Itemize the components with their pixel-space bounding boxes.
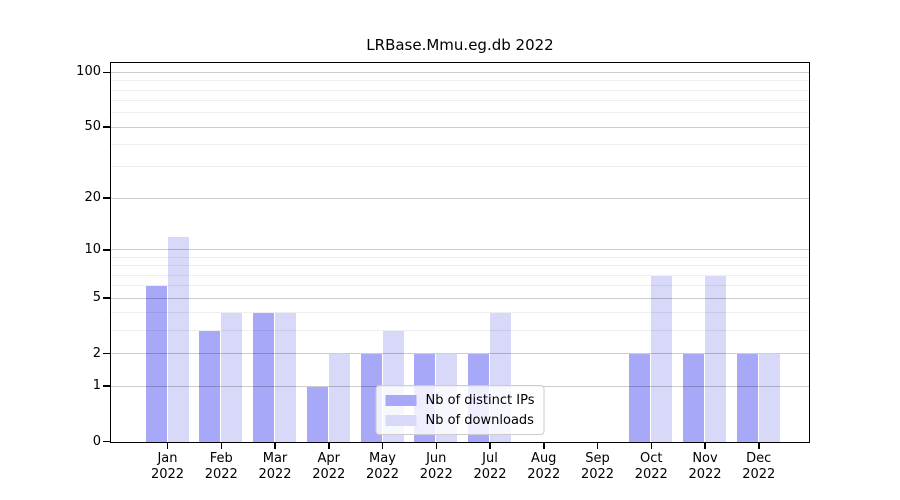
x-tick-label: Jan 2022 (150, 451, 185, 482)
legend-item-downloads: Nb of downloads (385, 412, 535, 428)
gridline-major (111, 353, 809, 355)
gridline-minor (111, 274, 809, 276)
y-tick-mark (103, 71, 110, 74)
x-tick-label: May 2022 (365, 451, 400, 482)
bar-distinct-ips (736, 354, 758, 442)
gridline-minor (111, 100, 809, 102)
y-tick-label: 50 (84, 119, 101, 135)
gridline-minor (111, 312, 809, 314)
gridline-major (111, 197, 809, 199)
bar-distinct-ips (145, 286, 167, 442)
x-tick-label: Mar 2022 (258, 451, 292, 482)
bar-downloads (328, 354, 350, 442)
x-tick-mark (274, 443, 276, 449)
bar-distinct-ips (306, 386, 328, 442)
legend-label-downloads: Nb of downloads (425, 412, 534, 428)
x-tick-mark (489, 443, 491, 449)
x-tick-mark (758, 443, 760, 449)
x-tick-label: Oct 2022 (634, 451, 668, 482)
bar-downloads (705, 275, 726, 442)
plot-area: Nb of distinct IPs Nb of downloads (110, 62, 810, 443)
legend-swatch-distinct-ips (385, 394, 417, 406)
x-tick-mark (650, 443, 652, 449)
y-tick-label: 1 (92, 378, 101, 394)
x-tick-mark (704, 443, 706, 449)
gridline-major (111, 126, 809, 128)
gridline-minor (111, 112, 809, 114)
y-tick-mark (103, 297, 110, 299)
x-tick-mark (220, 443, 222, 449)
bar-distinct-ips (199, 331, 221, 442)
y-tick-mark (103, 126, 110, 128)
y-tick-label: 5 (92, 290, 101, 306)
x-tick-label: Aug 2022 (527, 451, 561, 482)
legend-label-distinct-ips: Nb of distinct IPs (425, 392, 535, 408)
bar-distinct-ips (253, 313, 274, 442)
x-tick-mark (381, 443, 384, 449)
bar-downloads (221, 313, 243, 442)
y-tick-mark (103, 197, 110, 199)
x-tick-label: Feb 2022 (204, 451, 238, 482)
bar-downloads (651, 275, 673, 442)
bar-distinct-ips (629, 354, 651, 442)
legend-swatch-downloads (385, 414, 417, 426)
y-tick-label: 0 (92, 433, 101, 449)
y-tick-label: 100 (76, 64, 101, 80)
gridline-major (111, 71, 809, 73)
gridline-minor (111, 89, 809, 91)
gridline-minor (111, 330, 809, 332)
gridline-minor (111, 265, 809, 267)
legend: Nb of distinct IPs Nb of downloads (375, 385, 545, 435)
x-tick-mark (435, 443, 437, 449)
x-tick-mark (596, 443, 599, 449)
y-tick-mark (103, 440, 110, 443)
gridline-minor (111, 256, 809, 258)
y-tick-mark (103, 352, 110, 355)
x-tick-label: Nov 2022 (688, 451, 722, 482)
y-tick-label: 10 (84, 241, 101, 257)
bar-downloads (167, 236, 189, 442)
gridline-minor (111, 285, 809, 287)
gridline-minor (111, 166, 809, 168)
x-tick-label: Dec 2022 (742, 451, 776, 482)
gridline-minor (111, 80, 809, 82)
x-tick-label: Sep 2022 (580, 451, 615, 482)
bar-downloads (275, 313, 296, 442)
gridline-minor (111, 144, 809, 146)
y-tick-mark (103, 249, 110, 251)
x-tick-label: Jun 2022 (419, 451, 453, 482)
legend-item-distinct-ips: Nb of distinct IPs (385, 392, 535, 408)
bar-downloads (758, 354, 780, 442)
x-tick-mark (543, 443, 545, 449)
bar-distinct-ips (683, 354, 704, 442)
chart-title: LRBase.Mmu.eg.db 2022 (366, 36, 554, 54)
x-tick-label: Jul 2022 (473, 451, 507, 482)
x-tick-label: Apr 2022 (312, 451, 346, 482)
y-tick-label: 20 (84, 190, 101, 206)
y-tick-label: 2 (92, 345, 101, 361)
gridline-major (111, 297, 809, 299)
x-tick-mark (166, 443, 169, 449)
y-tick-mark (103, 385, 110, 387)
gridline-major (111, 249, 809, 251)
x-tick-mark (328, 443, 330, 449)
